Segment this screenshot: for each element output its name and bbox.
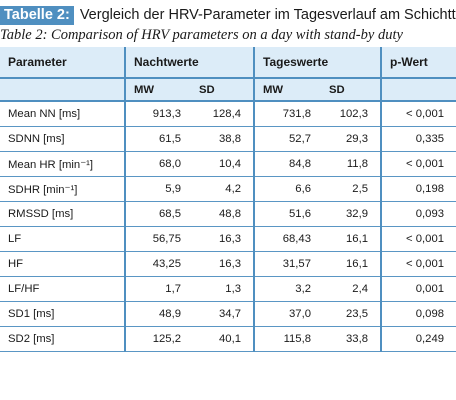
table-row: SD2 [ms] 125,2 40,1 115,8 33,8 0,249 xyxy=(0,326,456,352)
cell-parameter: SDNN [ms] xyxy=(0,126,125,152)
cell-parameter: LF xyxy=(0,226,125,252)
header-night-values: Nachtwerte xyxy=(124,47,254,79)
table-row: HF 43,25 16,3 31,57 16,1 < 0,001 xyxy=(0,251,456,277)
cell-p-value: 0,098 xyxy=(380,301,456,327)
cell-night-sd: 34,7 xyxy=(191,301,254,327)
cell-day-sd: 23,5 xyxy=(321,301,382,327)
cell-night-sd: 16,3 xyxy=(191,251,254,277)
cell-day-sd: 102,3 xyxy=(321,101,382,127)
cell-parameter: HF xyxy=(0,251,125,277)
cell-parameter: Mean NN [ms] xyxy=(0,101,125,127)
caption-title-english: Table 2: Comparison of HRV parameters on… xyxy=(0,27,403,43)
cell-night-sd: 40,1 xyxy=(191,326,254,352)
cell-night-sd: 16,3 xyxy=(191,226,254,252)
header-row: Parameter Nachtwerte Tageswerte p-Wert xyxy=(0,47,456,79)
subheader-p-empty xyxy=(380,78,456,102)
cell-day-mw: 52,7 xyxy=(253,126,321,152)
cell-parameter: RMSSD [ms] xyxy=(0,201,125,227)
table-row: LF/HF 1,7 1,3 3,2 2,4 0,001 xyxy=(0,276,456,302)
subheader-row: MW SD MW SD xyxy=(0,78,456,102)
cell-day-sd: 2,5 xyxy=(321,176,382,202)
cell-p-value: < 0,001 xyxy=(380,251,456,277)
cell-night-mw: 913,3 xyxy=(124,101,191,127)
cell-p-value: < 0,001 xyxy=(380,101,456,127)
cell-day-sd: 16,1 xyxy=(321,226,382,252)
cell-parameter: Mean HR [min⁻¹] xyxy=(0,151,125,177)
table-row: RMSSD [ms] 68,5 48,8 51,6 32,9 0,093 xyxy=(0,201,456,227)
cell-night-mw: 125,2 xyxy=(124,326,191,352)
cell-night-sd: 1,3 xyxy=(191,276,254,302)
header-parameter: Parameter xyxy=(0,47,125,79)
cell-p-value: 0,249 xyxy=(380,326,456,352)
table-row: Mean HR [min⁻¹] 68,0 10,4 84,8 11,8 < 0,001 xyxy=(0,151,456,177)
cell-night-sd: 128,4 xyxy=(191,101,254,127)
subheader-day-sd: SD xyxy=(321,78,382,102)
table-caption-german: Tabelle 2: Vergleich der HRV-Parameter i… xyxy=(0,5,456,25)
table-row: SDHR [min⁻¹] 5,9 4,2 6,6 2,5 0,198 xyxy=(0,176,456,202)
cell-night-mw: 68,0 xyxy=(124,151,191,177)
cell-day-mw: 31,57 xyxy=(253,251,321,277)
cell-day-sd: 2,4 xyxy=(321,276,382,302)
cell-night-mw: 1,7 xyxy=(124,276,191,302)
header-day-values: Tageswerte xyxy=(252,47,382,79)
table-row: LF 56,75 16,3 68,43 16,1 < 0,001 xyxy=(0,226,456,252)
cell-day-sd: 32,9 xyxy=(321,201,382,227)
cell-night-mw: 48,9 xyxy=(124,301,191,327)
subheader-day-mw: MW xyxy=(253,78,321,102)
cell-parameter: SD1 [ms] xyxy=(0,301,125,327)
cell-p-value: < 0,001 xyxy=(380,226,456,252)
subheader-empty xyxy=(0,78,125,102)
cell-day-sd: 29,3 xyxy=(321,126,382,152)
cell-day-sd: 11,8 xyxy=(321,151,382,177)
cell-night-sd: 10,4 xyxy=(191,151,254,177)
caption-title-german: Vergleich der HRV-Parameter im Tagesverl… xyxy=(79,7,456,23)
hrv-comparison-table: Parameter Nachtwerte Tageswerte p-Wert M… xyxy=(0,47,456,352)
cell-night-sd: 48,8 xyxy=(191,201,254,227)
cell-day-mw: 51,6 xyxy=(253,201,321,227)
cell-p-value: 0,001 xyxy=(380,276,456,302)
cell-parameter: LF/HF xyxy=(0,276,125,302)
table-row: Mean NN [ms] 913,3 128,4 731,8 102,3 < 0,001 xyxy=(0,101,456,127)
cell-day-mw: 115,8 xyxy=(253,326,321,352)
cell-day-mw: 731,8 xyxy=(253,101,321,127)
cell-night-mw: 56,75 xyxy=(124,226,191,252)
cell-p-value: 0,335 xyxy=(380,126,456,152)
cell-p-value: < 0,001 xyxy=(380,151,456,177)
cell-day-mw: 6,6 xyxy=(253,176,321,202)
cell-parameter: SDHR [min⁻¹] xyxy=(0,176,125,202)
cell-p-value: 0,093 xyxy=(380,201,456,227)
cell-day-mw: 68,43 xyxy=(253,226,321,252)
cell-night-mw: 43,25 xyxy=(124,251,191,277)
cell-day-sd: 33,8 xyxy=(321,326,382,352)
cell-night-mw: 5,9 xyxy=(124,176,191,202)
cell-night-sd: 38,8 xyxy=(191,126,254,152)
table-row: SDNN [ms] 61,5 38,8 52,7 29,3 0,335 xyxy=(0,126,456,152)
subheader-night-mw: MW xyxy=(124,78,191,102)
cell-night-sd: 4,2 xyxy=(191,176,254,202)
cell-night-mw: 68,5 xyxy=(124,201,191,227)
cell-day-mw: 37,0 xyxy=(253,301,321,327)
subheader-night-sd: SD xyxy=(191,78,254,102)
table-number-badge: Tabelle 2: xyxy=(0,5,74,25)
cell-parameter: SD2 [ms] xyxy=(0,326,125,352)
cell-day-sd: 16,1 xyxy=(321,251,382,277)
cell-day-mw: 84,8 xyxy=(253,151,321,177)
cell-night-mw: 61,5 xyxy=(124,126,191,152)
cell-p-value: 0,198 xyxy=(380,176,456,202)
header-p-value: p-Wert xyxy=(380,47,456,79)
table-row: SD1 [ms] 48,9 34,7 37,0 23,5 0,098 xyxy=(0,301,456,327)
cell-day-mw: 3,2 xyxy=(253,276,321,302)
